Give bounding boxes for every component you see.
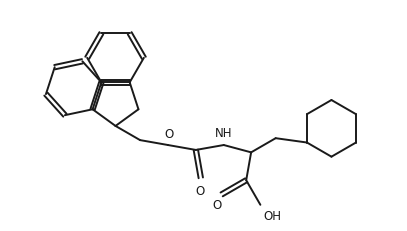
Text: O: O [164,128,173,140]
Text: O: O [195,184,204,197]
Text: NH: NH [215,127,232,140]
Text: O: O [212,198,221,211]
Text: OH: OH [263,209,281,222]
